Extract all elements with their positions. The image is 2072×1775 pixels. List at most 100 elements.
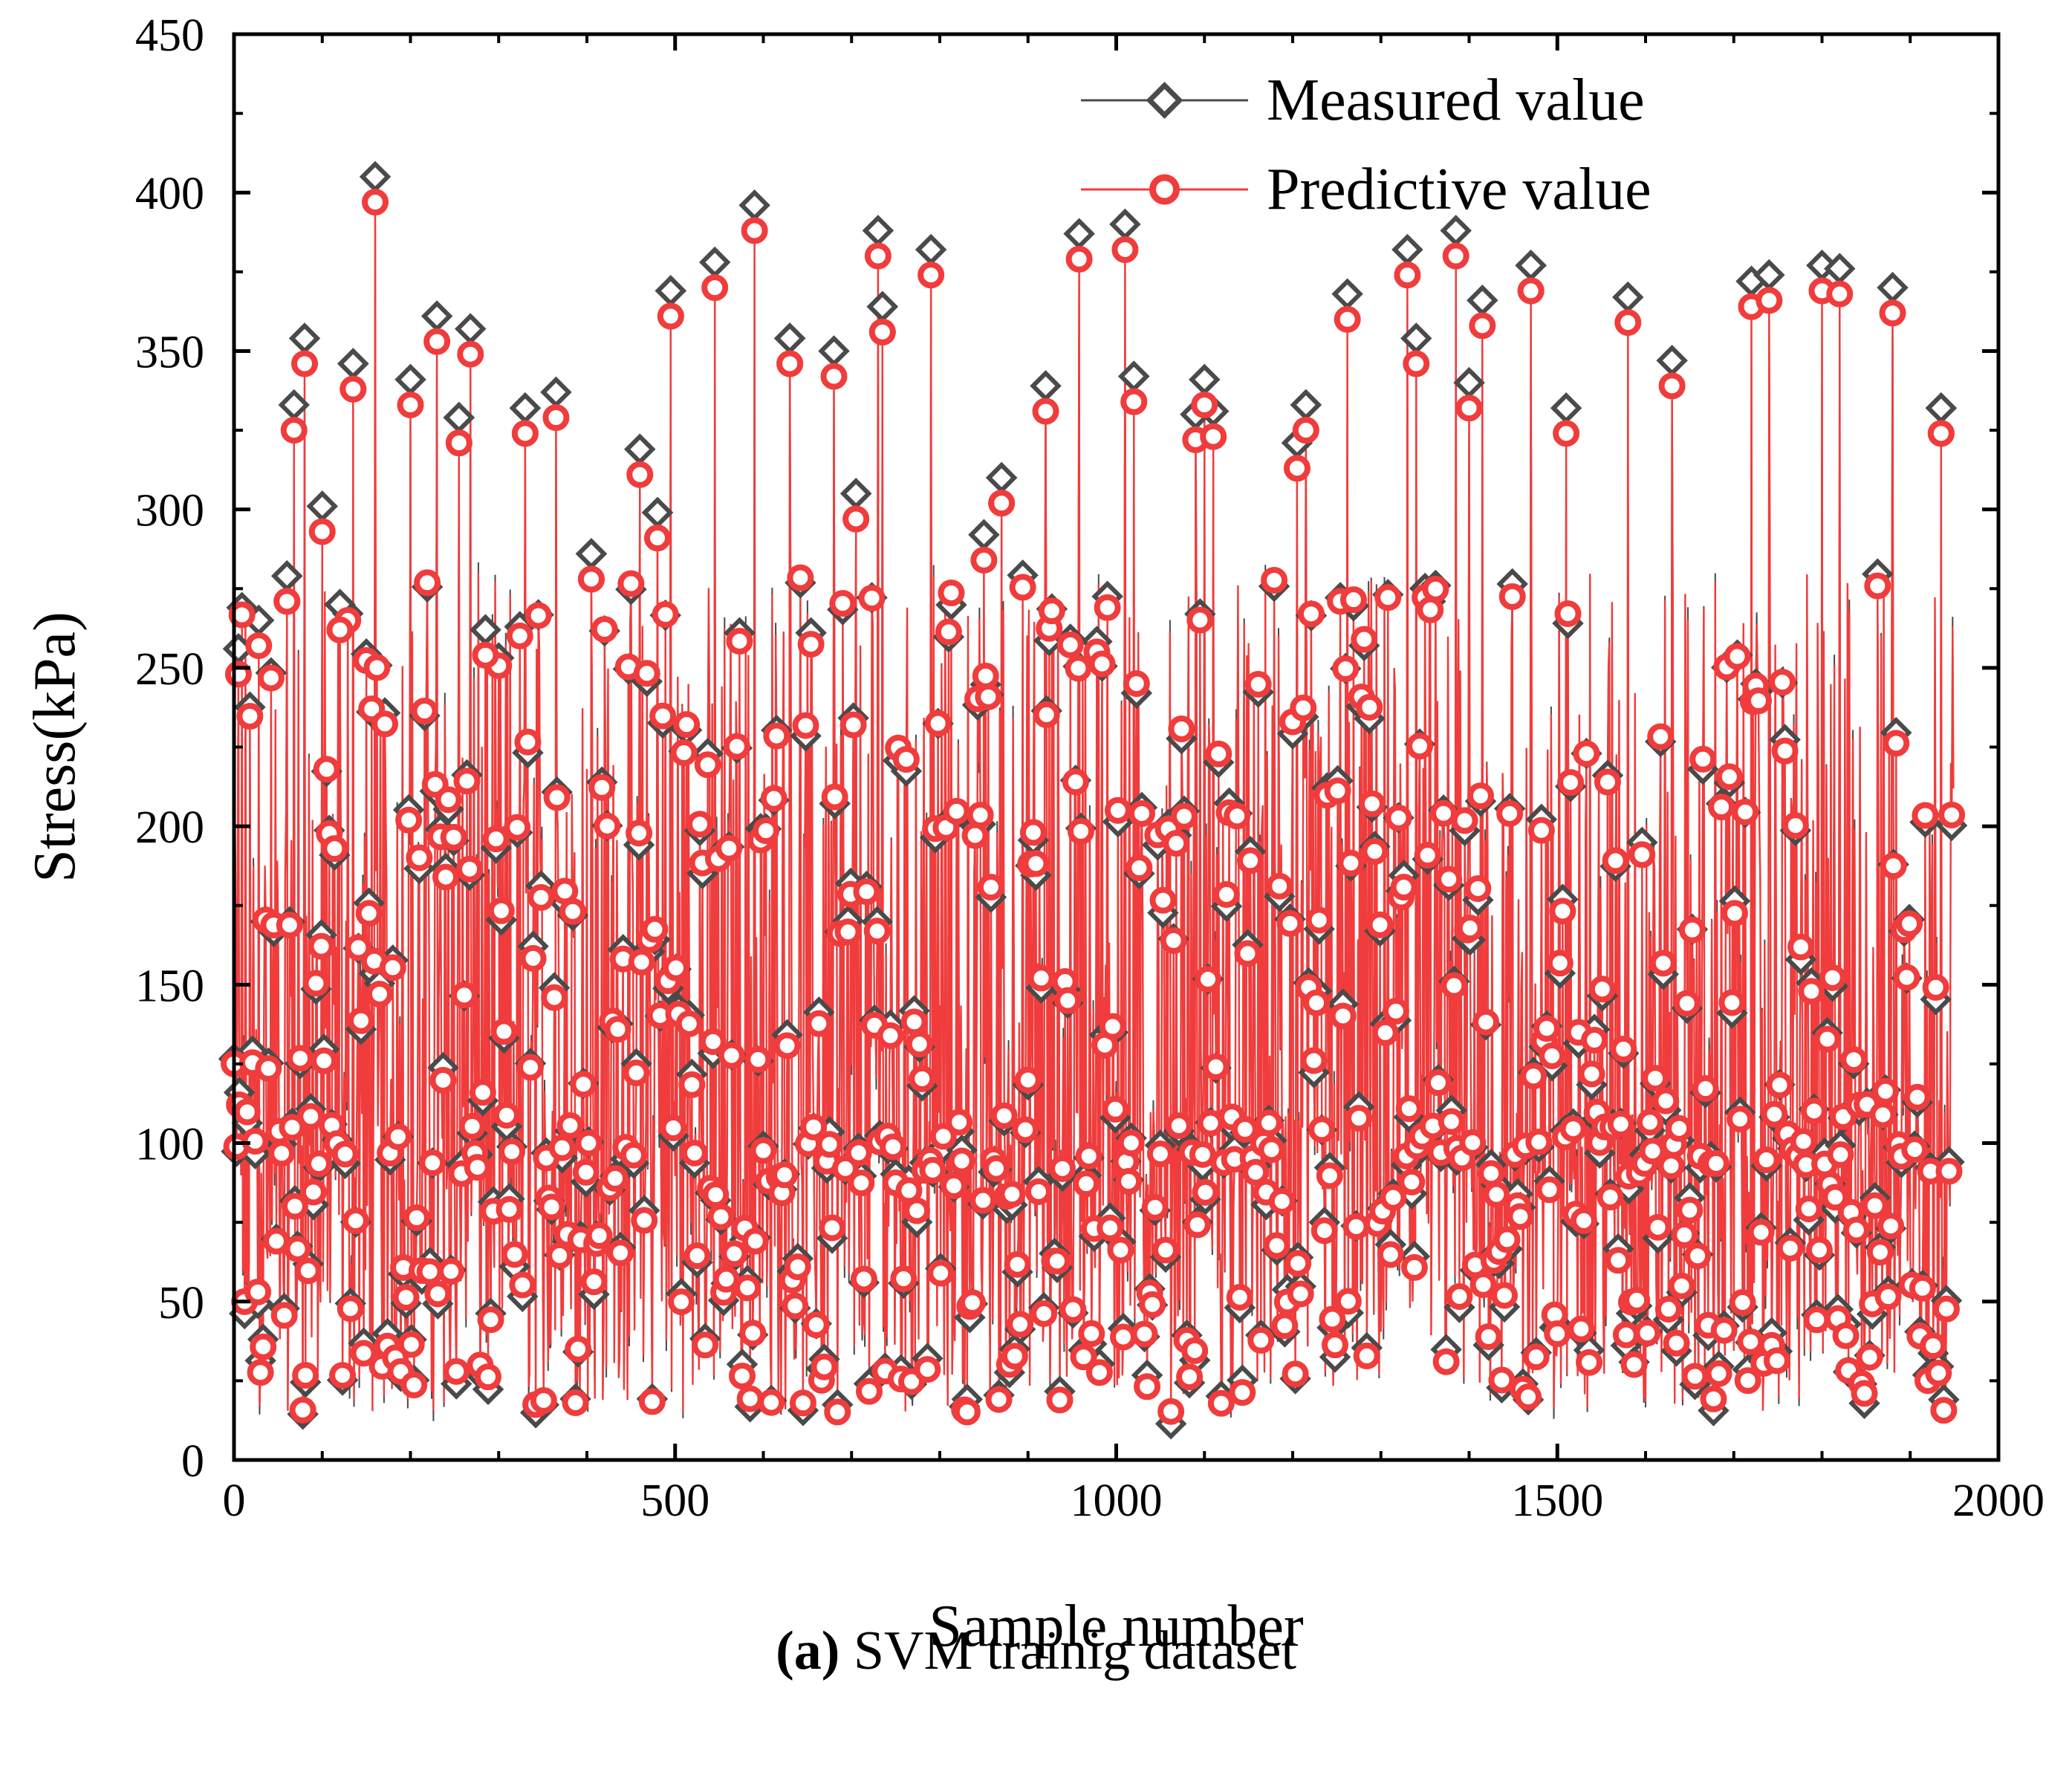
predicted-point xyxy=(1718,989,1746,1016)
predicted-point xyxy=(914,1356,941,1383)
predicted-point xyxy=(297,1103,325,1130)
predicted-point xyxy=(1676,1196,1704,1224)
predicted-point xyxy=(270,1302,298,1329)
predicted-peak-point xyxy=(472,641,499,669)
predicted-point xyxy=(1097,1214,1124,1242)
predicted-point xyxy=(845,1139,872,1166)
predicted-point xyxy=(572,1158,600,1186)
predicted-point xyxy=(1605,1247,1632,1274)
predicted-point xyxy=(1202,1053,1230,1080)
predicted-point xyxy=(990,1102,1018,1129)
predicted-point xyxy=(1059,1296,1087,1323)
predicted-point xyxy=(1244,670,1272,698)
predicted-point xyxy=(623,1059,650,1086)
predicted-point xyxy=(983,1155,1010,1182)
measured-peak-point xyxy=(1515,250,1547,282)
y-tick-label: 350 xyxy=(135,327,204,377)
predicted-point xyxy=(1700,1385,1727,1412)
predicted-point xyxy=(490,1018,518,1045)
predicted-point xyxy=(721,1240,748,1268)
predicted-peak-point xyxy=(842,505,870,533)
predicted-point xyxy=(1769,669,1796,696)
predicted-point xyxy=(458,1112,486,1140)
measured-peak-point xyxy=(271,559,303,592)
predicted-point xyxy=(1224,802,1251,830)
predicted-point xyxy=(1610,1035,1637,1062)
predicted-point xyxy=(1102,1095,1129,1123)
predicted-point xyxy=(909,1065,936,1092)
predicted-point xyxy=(673,711,701,739)
predicted-point xyxy=(538,1193,565,1221)
predicted-point xyxy=(443,1357,470,1385)
predicted-point xyxy=(1131,1320,1158,1348)
predicted-peak-point xyxy=(1120,388,1148,415)
predicted-point xyxy=(1872,1077,1899,1105)
predicted-point xyxy=(1689,745,1717,773)
predicted-point xyxy=(284,1235,311,1262)
y-tick-label: 450 xyxy=(135,10,204,61)
predicted-point xyxy=(1578,1060,1605,1088)
predicted-point xyxy=(1520,1062,1547,1090)
measured-peak-point xyxy=(1453,366,1485,399)
predicted-peak-point xyxy=(741,217,768,244)
predicted-point xyxy=(541,984,568,1011)
predicted-point xyxy=(900,1008,928,1036)
predicted-point xyxy=(250,1333,277,1360)
predicted-point xyxy=(816,1131,843,1158)
predicted-point xyxy=(924,710,952,737)
predicted-point xyxy=(1803,1306,1831,1334)
measured-peak-point xyxy=(862,215,894,247)
predicted-point xyxy=(456,855,484,883)
predicted-point xyxy=(498,1138,526,1165)
predicted-point xyxy=(1721,900,1748,927)
predicted-point xyxy=(686,811,713,838)
predicted-point xyxy=(1938,801,1966,828)
predicted-point xyxy=(1205,740,1233,768)
predicted-point xyxy=(620,1141,647,1169)
predicted-point xyxy=(1441,972,1468,999)
legend-measured-label: Measured value xyxy=(1267,68,1645,133)
predicted-peak-point xyxy=(273,588,301,615)
predicted-point xyxy=(1880,852,1907,880)
predicted-point xyxy=(1708,794,1735,821)
predicted-point xyxy=(1287,1280,1314,1308)
predicted-point xyxy=(972,662,999,689)
predicted-point xyxy=(805,1010,833,1037)
predicted-point xyxy=(1358,790,1386,817)
predicted-point xyxy=(1782,812,1809,840)
predicted-peak-point xyxy=(1658,372,1686,400)
predicted-point xyxy=(829,590,857,617)
predicted-point xyxy=(678,1071,706,1098)
measured-peak-point xyxy=(1189,363,1221,396)
predicted-point xyxy=(1290,694,1317,721)
predicted-point xyxy=(638,1388,666,1415)
predicted-point xyxy=(1469,1271,1497,1298)
predicted-point xyxy=(1533,1015,1560,1042)
predicted-point xyxy=(1498,583,1526,610)
predicted-point xyxy=(527,883,555,911)
predicted-point xyxy=(1472,1008,1500,1036)
measured-peak-point xyxy=(575,538,608,570)
predicted-peak-point xyxy=(918,262,945,289)
predicted-point xyxy=(792,712,819,739)
measured-peak-point xyxy=(288,322,321,354)
y-tick-label: 50 xyxy=(158,1278,204,1328)
predicted-point xyxy=(1496,799,1524,827)
predicted-point xyxy=(953,1398,981,1426)
predicted-point xyxy=(1303,989,1331,1016)
predicted-point xyxy=(400,1372,428,1399)
predicted-peak-point xyxy=(820,363,848,390)
predicted-point xyxy=(1356,693,1383,721)
predicted-point xyxy=(1475,1323,1502,1351)
figure-caption: (a) SVM trainig dataset xyxy=(0,1620,2072,1683)
predicted-point xyxy=(1271,1312,1299,1340)
predicted-point xyxy=(1332,655,1360,683)
predicted-point xyxy=(1446,1282,1473,1310)
predicted-point xyxy=(1763,1347,1790,1375)
measured-peak-point xyxy=(1331,278,1363,310)
predicted-point xyxy=(662,954,689,981)
predicted-point xyxy=(1073,1170,1100,1198)
predicted-point xyxy=(313,756,340,783)
predicted-point xyxy=(1795,1195,1822,1223)
predicted-point xyxy=(1390,874,1417,901)
